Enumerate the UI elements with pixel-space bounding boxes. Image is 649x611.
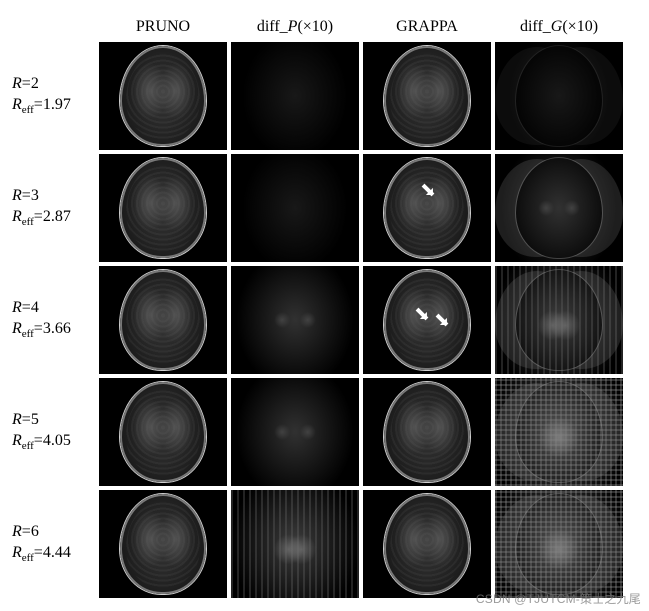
column-header: diff_G(×10): [495, 10, 623, 38]
diff-p-image: [231, 378, 359, 486]
brain-icon: [120, 382, 206, 482]
diff-p-image: [231, 154, 359, 262]
brain-icon: [120, 46, 206, 146]
pruno-image: [99, 154, 227, 262]
diff-p-image: [231, 42, 359, 150]
noise-map: [231, 378, 359, 486]
pruno-image: [99, 42, 227, 150]
ghost-artifact: [516, 158, 602, 258]
brain-icon: [120, 158, 206, 258]
ghost-artifact: [516, 270, 602, 370]
reff-value: Reff=2.87: [12, 207, 71, 229]
noise-map: [231, 490, 359, 598]
noise-map: [231, 42, 359, 150]
diff-g-image: [495, 490, 623, 598]
figure-grid: PRUNOdiff_P(×10)GRAPPAdiff_G(×10)R=2Reff…: [0, 0, 649, 598]
diff-g-image: [495, 266, 623, 374]
diff-g-image: [495, 378, 623, 486]
diff-p-image: [231, 266, 359, 374]
r-value: R=3: [12, 186, 39, 207]
grappa-image: [363, 154, 491, 262]
r-value: R=2: [12, 74, 39, 95]
column-header: PRUNO: [99, 10, 227, 38]
reff-value: Reff=4.05: [12, 431, 71, 453]
brain-icon: [120, 494, 206, 594]
diff-g-image: [495, 42, 623, 150]
ghost-artifact: [516, 46, 602, 146]
reff-value: Reff=3.66: [12, 319, 71, 341]
diff-g-image: [495, 154, 623, 262]
watermark-text: CSDN @TJUTCM-策士之九尾: [476, 590, 641, 607]
column-header: diff_P(×10): [231, 10, 359, 38]
diff-p-image: [231, 490, 359, 598]
brain-icon: [384, 494, 470, 594]
reff-value: Reff=1.97: [12, 95, 71, 117]
grappa-image: [363, 378, 491, 486]
row-label: R=5Reff=4.05: [10, 378, 95, 486]
noise-map: [231, 266, 359, 374]
pruno-image: [99, 490, 227, 598]
grappa-image: [363, 490, 491, 598]
brain-icon: [384, 158, 470, 258]
row-label: R=6Reff=4.44: [10, 490, 95, 598]
grappa-image: [363, 42, 491, 150]
r-value: R=5: [12, 410, 39, 431]
r-value: R=6: [12, 522, 39, 543]
grappa-image: [363, 266, 491, 374]
reff-value: Reff=4.44: [12, 543, 71, 565]
row-label: R=2Reff=1.97: [10, 42, 95, 150]
noise-map: [231, 154, 359, 262]
column-header: GRAPPA: [363, 10, 491, 38]
row-label: R=4Reff=3.66: [10, 266, 95, 374]
ghost-artifact: [516, 494, 602, 594]
row-label: R=3Reff=2.87: [10, 154, 95, 262]
brain-icon: [384, 46, 470, 146]
r-value: R=4: [12, 298, 39, 319]
brain-icon: [120, 270, 206, 370]
ghost-artifact: [516, 382, 602, 482]
pruno-image: [99, 266, 227, 374]
pruno-image: [99, 378, 227, 486]
brain-icon: [384, 382, 470, 482]
corner-empty: [10, 10, 95, 38]
